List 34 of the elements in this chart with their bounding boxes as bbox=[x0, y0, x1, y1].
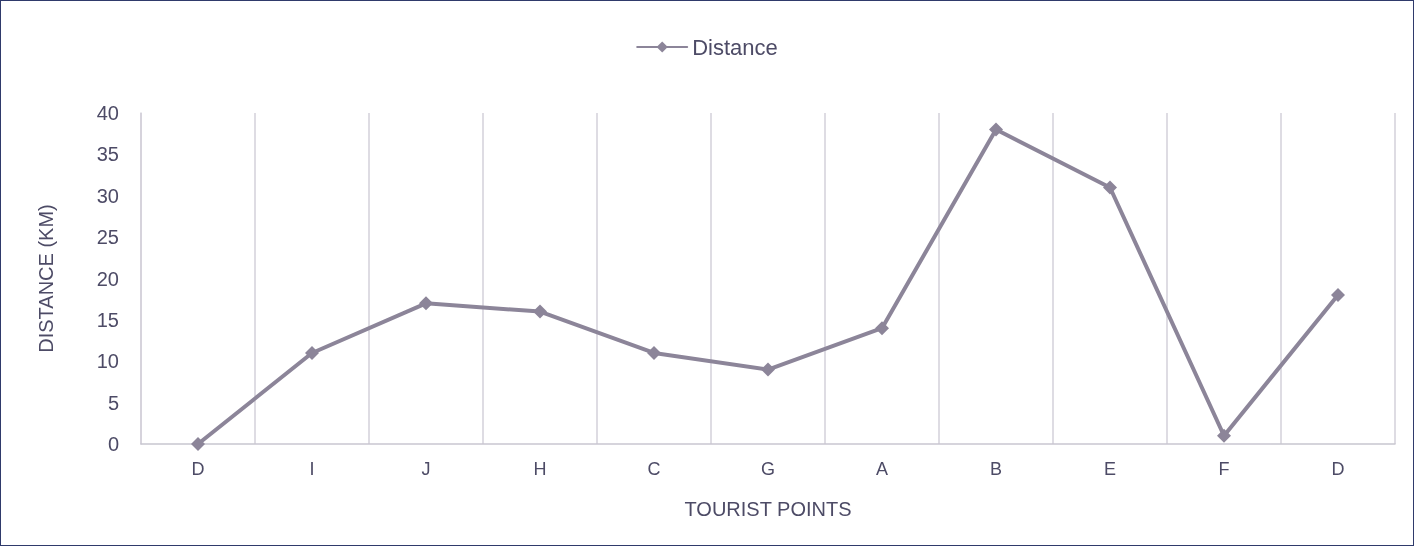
point bbox=[1103, 180, 1117, 195]
y-axis-title: DISTANCE (KM) bbox=[35, 204, 57, 353]
point bbox=[419, 296, 433, 311]
x-tick-label: G bbox=[760, 459, 776, 479]
legend-label: Distance bbox=[692, 34, 778, 60]
y-tick-label: 15 bbox=[96, 308, 119, 331]
point bbox=[1331, 288, 1345, 303]
y-tick-label: 5 bbox=[107, 391, 119, 414]
point bbox=[647, 345, 661, 360]
point bbox=[305, 345, 319, 360]
y-tick-label: 30 bbox=[96, 184, 119, 207]
y-tick-label: 0 bbox=[107, 433, 119, 455]
x-tick-label: E bbox=[1103, 459, 1117, 479]
point bbox=[533, 304, 547, 319]
point bbox=[191, 437, 205, 451]
x-axis-title: TOURIST POINTS bbox=[684, 498, 852, 520]
y-tick-label: 35 bbox=[96, 143, 119, 166]
y-tick-label: 20 bbox=[96, 267, 119, 290]
x-tick-label: J bbox=[421, 459, 431, 479]
x-tick-label: B bbox=[989, 459, 1003, 479]
point bbox=[1217, 428, 1231, 443]
y-tick-label: 40 bbox=[96, 102, 119, 124]
point bbox=[761, 362, 775, 377]
point bbox=[875, 321, 889, 336]
x-tick-label: C bbox=[647, 459, 661, 479]
x-tick-label: I bbox=[309, 459, 315, 479]
x-tick-label: H bbox=[533, 459, 547, 479]
y-tick-label: 10 bbox=[96, 350, 119, 373]
x-tick-label: D bbox=[191, 459, 205, 479]
x-tick-label: A bbox=[875, 459, 889, 479]
point bbox=[989, 122, 1003, 137]
x-tick-label: D bbox=[1331, 459, 1345, 479]
y-tick-label: 25 bbox=[96, 226, 119, 249]
x-tick-label: F bbox=[1218, 459, 1230, 479]
